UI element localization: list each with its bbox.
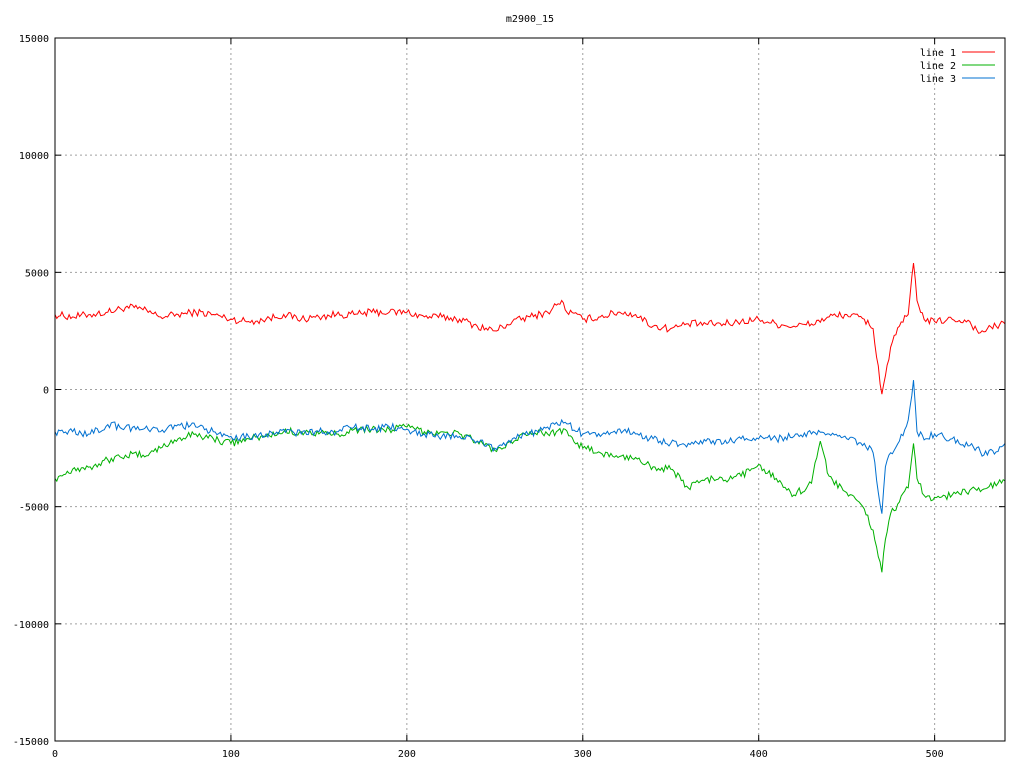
y-tick-label: -15000: [13, 737, 49, 748]
x-tick-label: 0: [52, 749, 58, 760]
series-line-2: [54, 423, 1006, 573]
legend-label: line 2: [920, 61, 956, 72]
y-tick-label: 10000: [19, 151, 49, 162]
series-line-3: [54, 380, 1006, 514]
legend: line 1 line 2 line 3: [920, 48, 995, 85]
y-tick-label: 0: [43, 386, 49, 397]
series-line-1: [54, 262, 1006, 395]
legend-label: line 3: [920, 74, 956, 85]
x-tick-label: 500: [926, 749, 944, 760]
x-tick-label: 300: [574, 749, 592, 760]
x-tick-label: 400: [750, 749, 768, 760]
x-axis: 0 100 200 300 400 500: [52, 38, 944, 760]
y-axis: -15000 -10000 -5000 0 5000 10000 15000: [13, 34, 1005, 748]
y-tick-label: -10000: [13, 620, 49, 631]
grid-lines: [55, 38, 1005, 741]
x-tick-label: 200: [398, 749, 416, 760]
y-tick-label: 5000: [25, 268, 49, 279]
legend-label: line 1: [920, 48, 956, 59]
y-tick-label: -5000: [19, 503, 49, 514]
x-tick-label: 100: [222, 749, 240, 760]
series-group: [54, 262, 1006, 573]
chart-title: m2900_15: [506, 14, 554, 25]
y-tick-label: 15000: [19, 34, 49, 45]
